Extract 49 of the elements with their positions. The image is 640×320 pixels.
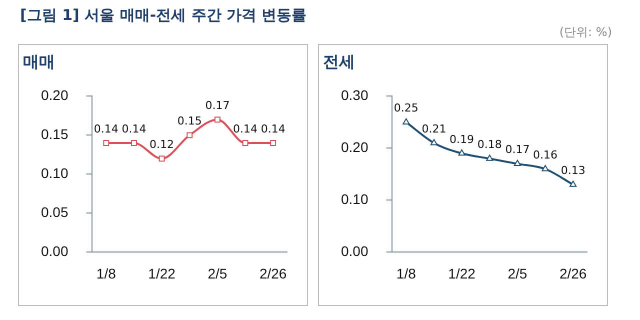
data-label: 0.18 xyxy=(477,138,502,151)
point xyxy=(103,140,110,146)
point xyxy=(514,160,521,166)
x-tick-label: 1/8 xyxy=(396,265,416,282)
data-label: 0.21 xyxy=(422,122,446,136)
y-tick-label: 0.00 xyxy=(41,243,68,260)
data-label: 0.14 xyxy=(122,122,146,136)
x-tick-label: 1/22 xyxy=(448,265,476,282)
point xyxy=(570,180,577,187)
data-label: 0.13 xyxy=(560,164,586,177)
chart-title: 매매 xyxy=(23,52,55,71)
data-label: 0.17 xyxy=(205,98,230,112)
y-tick-label: 0.15 xyxy=(41,126,68,142)
y-tick-label: 0.00 xyxy=(341,243,368,260)
point xyxy=(242,140,248,146)
data-label: 0.14 xyxy=(94,122,118,136)
x-tick-label: 2/5 xyxy=(208,265,228,282)
point xyxy=(158,156,165,162)
text: [그림 1] 서울 매매-전세 주간 가격 변동률 xyxy=(20,6,307,25)
point xyxy=(458,149,466,156)
x-tick-label: 1/22 xyxy=(148,265,176,282)
y-tick-label: 0.20 xyxy=(341,139,368,156)
point xyxy=(214,116,220,123)
text: (단위: %) xyxy=(559,24,612,41)
data-label: 0.15 xyxy=(177,114,202,128)
point xyxy=(402,118,410,124)
point xyxy=(542,165,549,172)
chart-title: 전세 xyxy=(323,52,355,71)
y-tick-label: 0.10 xyxy=(41,165,68,182)
y-tick-label: 0.20 xyxy=(41,87,68,104)
point xyxy=(486,154,494,161)
point xyxy=(270,140,276,146)
data-label: 0.14 xyxy=(260,122,286,136)
data-label: 0.16 xyxy=(533,148,558,162)
x-tick-label: 2/26 xyxy=(559,265,587,282)
y-tick-label: 0.10 xyxy=(341,191,368,208)
data-label: 0.12 xyxy=(150,138,174,151)
data-label: 0.19 xyxy=(450,132,474,146)
point xyxy=(186,132,193,138)
x-tick-label: 2/5 xyxy=(508,265,528,282)
data-label: 0.17 xyxy=(505,143,530,156)
y-tick-label: 0.05 xyxy=(41,204,68,220)
point xyxy=(430,139,438,146)
data-label: 0.14 xyxy=(233,122,258,136)
point xyxy=(131,140,137,146)
y-tick-label: 0.30 xyxy=(341,87,368,104)
x-tick-label: 1/8 xyxy=(96,265,116,282)
data-label: 0.25 xyxy=(394,102,418,115)
x-tick-label: 2/26 xyxy=(259,265,287,282)
